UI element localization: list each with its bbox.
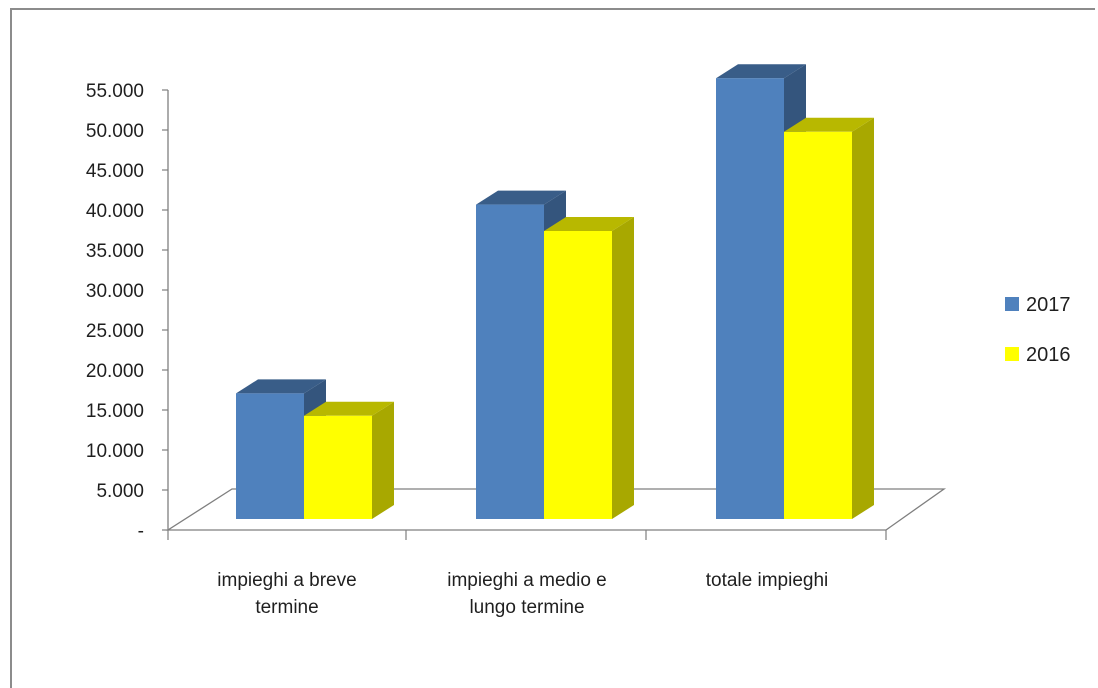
y-tick-label: 40.000: [86, 201, 144, 222]
bar-2016-2: [784, 117, 874, 520]
y-tick-label: 45.000: [86, 161, 144, 182]
y-axis: - 5.000 10.000 15.000 20.000 25.000 30.000 35.0…: [86, 81, 887, 542]
bar-side: [612, 217, 634, 519]
bar-side: [372, 401, 394, 519]
bar-front: [784, 131, 852, 520]
bar-top: [784, 117, 874, 132]
bar-top: [304, 401, 394, 416]
bar-front: [236, 393, 304, 519]
bar-side: [852, 117, 874, 520]
y-tick-label: 55.000: [86, 81, 144, 102]
y-tick-label: 30.000: [86, 281, 144, 302]
bar-top: [716, 64, 806, 79]
legend-label-2016: 2016: [1026, 344, 1071, 366]
bar-2016-0: [304, 401, 394, 519]
y-tick-label: 10.000: [86, 441, 144, 462]
category-label: totale impieghi: [706, 570, 829, 591]
chart-frame: [10, 8, 1095, 688]
bar-front: [476, 204, 544, 519]
y-tick-label: 25.000: [86, 321, 144, 342]
bar-top: [236, 379, 326, 394]
legend: 2017 2016: [1005, 294, 1071, 366]
y-tick-label: 35.000: [86, 241, 144, 262]
y-tick-label: 20.000: [86, 361, 144, 382]
category-label: impieghi a medio e lungo termine: [447, 570, 606, 618]
bar-front: [544, 231, 612, 519]
y-tick-label: 15.000: [86, 401, 144, 422]
bars: [236, 64, 874, 520]
y-tick-label: 5.000: [96, 481, 144, 502]
bar-2016-1: [544, 217, 634, 519]
bar-top: [476, 190, 566, 205]
bar-front: [716, 78, 784, 519]
bar-front: [304, 415, 372, 519]
legend-swatch-2017: [1005, 297, 1019, 311]
category-label: impieghi a breve termine: [217, 570, 356, 618]
legend-label-2017: 2017: [1026, 294, 1071, 316]
bar-chart: - 5.000 10.000 15.000 20.000 25.000 30.000 35.0…: [86, 64, 1071, 618]
y-tick-label: 50.000: [86, 121, 144, 142]
y-tick-label: -: [138, 521, 144, 542]
category-labels: impieghi a breve termine impieghi a medio …: [217, 570, 828, 618]
legend-swatch-2016: [1005, 347, 1019, 361]
bar-top: [544, 217, 634, 231]
